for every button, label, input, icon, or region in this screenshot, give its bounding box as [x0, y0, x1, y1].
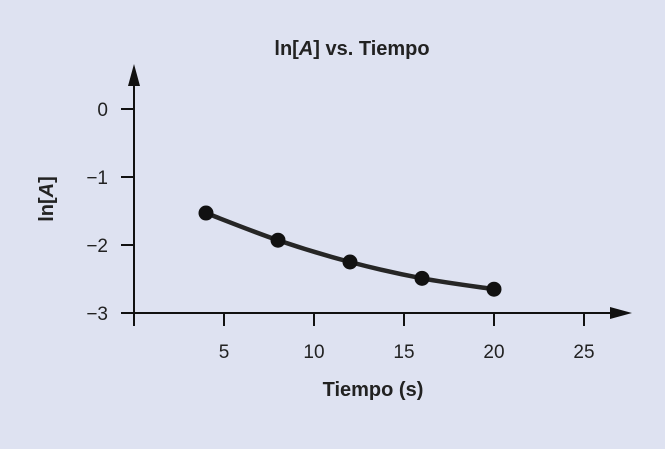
y-axis-label: ln[A]: [36, 176, 58, 222]
y-tick-label: −2: [86, 236, 108, 257]
y-tick-label: 0: [97, 100, 108, 121]
axes: [128, 64, 632, 319]
data-point: [270, 232, 286, 248]
y-tick-label: −3: [86, 304, 108, 325]
x-tick-label: 10: [303, 342, 324, 363]
x-tick-label: 20: [483, 342, 504, 363]
x-tick-label: 25: [573, 342, 594, 363]
y-axis-arrow: [128, 64, 140, 86]
x-axis-arrow: [610, 307, 632, 319]
x-tick-label: 15: [393, 342, 414, 363]
data-point: [198, 205, 214, 221]
series-points: [198, 205, 502, 297]
y-tick-label: −1: [86, 168, 108, 189]
data-point: [342, 254, 358, 270]
series-line: [203, 210, 497, 292]
x-axis-label: Tiempo (s): [323, 379, 424, 401]
chart-title: ln[A] vs. Tiempo: [274, 38, 429, 60]
data-point: [486, 281, 502, 297]
ticks: 5 10 15 20 25 0 −1 −2 −3: [86, 100, 594, 363]
x-tick-label: 5: [219, 342, 230, 363]
data-point: [414, 270, 430, 286]
